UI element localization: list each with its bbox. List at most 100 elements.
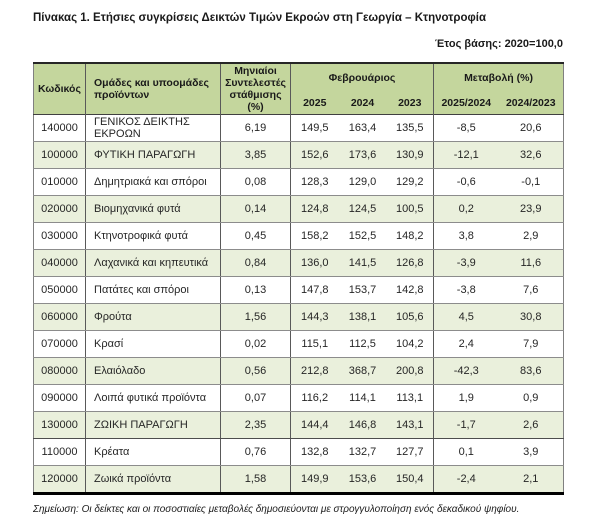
cell-index-2023: 130,9 <box>386 141 435 170</box>
cell-change-2025-2024: 4,5 <box>433 303 499 332</box>
cell-index-2023: 200,8 <box>386 357 435 386</box>
cell-index-2023: 113,1 <box>386 384 435 413</box>
cell-index-2025: 144,4 <box>290 411 339 440</box>
cell-product-name: Λαχανικά και κηπευτικά <box>85 249 221 278</box>
cell-index-2024: 129,0 <box>338 168 387 197</box>
cell-code: 050000 <box>33 276 86 305</box>
header-groups: Ομάδες και υποομάδες προϊόντων <box>85 63 221 115</box>
cell-index-2024: 124,5 <box>338 195 387 224</box>
cell-product-name: Βιομηχανικά φυτά <box>85 195 221 224</box>
cell-index-2024: 163,4 <box>338 114 387 143</box>
cell-change-2025-2024: -3,8 <box>433 276 499 305</box>
table-row: 090000 Λοιπά φυτικά προϊόντα 0,07 116,2 … <box>33 384 564 413</box>
cell-code: 110000 <box>33 438 86 467</box>
cell-index-2025: 212,8 <box>290 357 339 386</box>
cell-change-2024-2023: 2,1 <box>498 465 564 494</box>
cell-change-2025-2024: -42,3 <box>433 357 499 386</box>
cell-index-2024: 153,6 <box>338 465 387 494</box>
cell-change-2025-2024: 3,8 <box>433 222 499 251</box>
cell-product-name: Πατάτες και σπόροι <box>85 276 221 305</box>
cell-weight: 0,07 <box>220 384 291 413</box>
cell-weight: 0,14 <box>220 195 291 224</box>
cell-code: 010000 <box>33 168 86 197</box>
cell-code: 020000 <box>33 195 86 224</box>
cell-change-2025-2024: 1,9 <box>433 384 499 413</box>
cell-index-2024: 368,7 <box>338 357 387 386</box>
cell-weight: 2,35 <box>220 411 291 440</box>
cell-index-2023: 135,5 <box>386 114 435 143</box>
cell-change-2025-2024: 0,1 <box>433 438 499 467</box>
table-row: 050000 Πατάτες και σπόροι 0,13 147,8 153… <box>33 276 564 305</box>
cell-weight: 3,85 <box>220 141 291 170</box>
cell-index-2023: 129,2 <box>386 168 435 197</box>
cell-index-2023: 142,8 <box>386 276 435 305</box>
cell-change-2025-2024: -2,4 <box>433 465 499 494</box>
header-year-2024: 2024 <box>338 91 387 115</box>
page-title: Πίνακας 1. Ετήσιες συγκρίσεις Δεικτών Τι… <box>33 12 487 24</box>
cell-index-2025: 136,0 <box>290 249 339 278</box>
cell-change-2024-2023: 3,9 <box>498 438 564 467</box>
cell-weight: 0,45 <box>220 222 291 251</box>
cell-index-2023: 143,1 <box>386 411 435 440</box>
cell-change-2024-2023: 23,9 <box>498 195 564 224</box>
header-year-2025: 2025 <box>290 91 339 115</box>
table-row: 010000 Δημητριακά και σπόροι 0,08 128,3 … <box>33 168 564 197</box>
cell-index-2024: 173,6 <box>338 141 387 170</box>
cell-product-name: Κρασί <box>85 330 221 359</box>
cell-change-2024-2023: 30,8 <box>498 303 564 332</box>
cell-change-2025-2024: -0,6 <box>433 168 499 197</box>
cell-code: 070000 <box>33 330 86 359</box>
cell-index-2024: 152,5 <box>338 222 387 251</box>
cell-index-2025: 144,3 <box>290 303 339 332</box>
cell-product-name: ΦΥΤΙΚΗ ΠΑΡΑΓΩΓΗ <box>85 141 221 170</box>
price-index-table: Κωδικός Ομάδες και υποομάδες προϊόντων Μ… <box>33 62 565 496</box>
table-row: 020000 Βιομηχανικά φυτά 0,14 124,8 124,5… <box>33 195 564 224</box>
cell-change-2024-2023: 7,9 <box>498 330 564 359</box>
cell-weight: 0,08 <box>220 168 291 197</box>
table-row: 040000 Λαχανικά και κηπευτικά 0,84 136,0… <box>33 249 564 278</box>
cell-weight: 0,56 <box>220 357 291 386</box>
cell-change-2024-2023: 20,6 <box>498 114 564 143</box>
base-year-note: Έτος βάσης: 2020=100,0 <box>434 38 563 50</box>
table-row: 110000 Κρέατα 0,76 132,8 132,7 127,7 0,1… <box>33 438 564 467</box>
cell-product-name: Δημητριακά και σπόροι <box>85 168 221 197</box>
table-row: 030000 Κτηνοτροφικά φυτά 0,45 158,2 152,… <box>33 222 564 251</box>
cell-code: 120000 <box>33 465 86 494</box>
cell-code: 040000 <box>33 249 86 278</box>
cell-weight: 0,76 <box>220 438 291 467</box>
cell-product-name: Κτηνοτροφικά φυτά <box>85 222 221 251</box>
cell-change-2024-2023: 83,6 <box>498 357 564 386</box>
header-month-group: Φεβρουάριος <box>290 63 435 92</box>
table-body: 140000 ΓΕΝΙΚΟΣ ΔΕΙΚΤΗΣ ΕΚΡΟΩΝ 6,19 149,5… <box>33 114 564 494</box>
cell-index-2025: 115,1 <box>290 330 339 359</box>
cell-product-name: Κρέατα <box>85 438 221 467</box>
cell-product-name: ΓΕΝΙΚΟΣ ΔΕΙΚΤΗΣ ΕΚΡΟΩΝ <box>85 114 221 143</box>
cell-product-name: Ζωικά προϊόντα <box>85 465 221 494</box>
cell-index-2025: 158,2 <box>290 222 339 251</box>
cell-weight: 0,13 <box>220 276 291 305</box>
cell-code: 090000 <box>33 384 86 413</box>
cell-index-2025: 124,8 <box>290 195 339 224</box>
table-row: 130000 ΖΩΙΚΗ ΠΑΡΑΓΩΓΗ 2,35 144,4 146,8 1… <box>33 411 564 440</box>
table-row: 100000 ΦΥΤΙΚΗ ΠΑΡΑΓΩΓΗ 3,85 152,6 173,6 … <box>33 141 564 170</box>
cell-index-2024: 141,5 <box>338 249 387 278</box>
cell-index-2024: 138,1 <box>338 303 387 332</box>
cell-product-name: Ελαιόλαδο <box>85 357 221 386</box>
cell-weight: 1,58 <box>220 465 291 494</box>
cell-code: 100000 <box>33 141 86 170</box>
cell-index-2024: 132,7 <box>338 438 387 467</box>
cell-index-2023: 150,4 <box>386 465 435 494</box>
cell-index-2023: 126,8 <box>386 249 435 278</box>
cell-weight: 6,19 <box>220 114 291 143</box>
cell-change-2025-2024: 2,4 <box>433 330 499 359</box>
cell-index-2023: 100,5 <box>386 195 435 224</box>
cell-index-2025: 116,2 <box>290 384 339 413</box>
cell-index-2024: 153,7 <box>338 276 387 305</box>
cell-product-name: ΖΩΙΚΗ ΠΑΡΑΓΩΓΗ <box>85 411 221 440</box>
cell-product-name: Φρούτα <box>85 303 221 332</box>
table-row: 140000 ΓΕΝΙΚΟΣ ΔΕΙΚΤΗΣ ΕΚΡΟΩΝ 6,19 149,5… <box>33 114 564 143</box>
cell-change-2025-2024: -3,9 <box>433 249 499 278</box>
header-change-2025-2024: 2025/2024 <box>433 91 499 115</box>
table-header: Κωδικός Ομάδες και υποομάδες προϊόντων Μ… <box>33 63 564 115</box>
cell-index-2023: 148,2 <box>386 222 435 251</box>
